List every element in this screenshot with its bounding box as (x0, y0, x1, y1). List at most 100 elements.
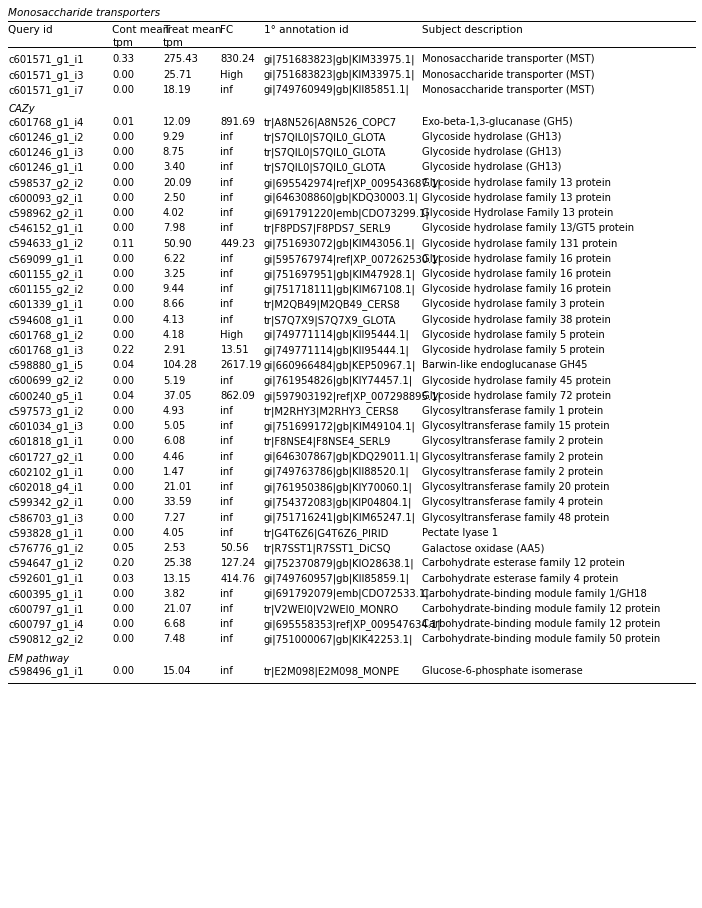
Text: inf: inf (220, 498, 233, 508)
Text: inf: inf (220, 223, 233, 233)
Text: Query id: Query id (8, 25, 53, 35)
Text: c592601_g1_i1: c592601_g1_i1 (8, 574, 84, 585)
Text: inf: inf (220, 451, 233, 461)
Text: 9.44: 9.44 (163, 284, 185, 294)
Text: Glycoside hydrolase family 38 protein: Glycoside hydrolase family 38 protein (422, 315, 611, 325)
Text: 2.91: 2.91 (163, 345, 185, 355)
Text: Pectate lyase 1: Pectate lyase 1 (422, 528, 498, 538)
Text: gi|660966484|gb|KEP50967.1|: gi|660966484|gb|KEP50967.1| (264, 360, 416, 370)
Text: 862.09: 862.09 (220, 390, 256, 400)
Text: c598962_g2_i1: c598962_g2_i1 (8, 208, 84, 219)
Text: Glycoside hydrolase family 13 protein: Glycoside hydrolase family 13 protein (422, 178, 611, 188)
Text: Glycoside hydrolase family 16 protein: Glycoside hydrolase family 16 protein (422, 253, 611, 264)
Text: inf: inf (220, 482, 233, 492)
Text: 0.00: 0.00 (112, 451, 134, 461)
Text: c576776_g1_i2: c576776_g1_i2 (8, 543, 84, 554)
Text: 0.00: 0.00 (112, 666, 134, 676)
Text: 15.04: 15.04 (163, 666, 192, 676)
Text: 0.00: 0.00 (112, 421, 134, 431)
Text: Glucose-6-phosphate isomerase: Glucose-6-phosphate isomerase (422, 666, 583, 676)
Text: c546152_g1_i1: c546152_g1_i1 (8, 223, 84, 234)
Text: 0.00: 0.00 (112, 482, 134, 492)
Text: inf: inf (220, 178, 233, 188)
Text: Monosaccharide transporter (MST): Monosaccharide transporter (MST) (422, 70, 595, 80)
Text: High: High (220, 330, 244, 340)
Text: c601768_g1_i4: c601768_g1_i4 (8, 117, 84, 128)
Text: 3.25: 3.25 (163, 269, 185, 279)
Text: Cont mean: Cont mean (112, 25, 170, 35)
Text: 7.27: 7.27 (163, 513, 185, 523)
Text: 0.00: 0.00 (112, 588, 134, 598)
Text: 25.71: 25.71 (163, 70, 192, 80)
Text: 0.00: 0.00 (112, 70, 134, 80)
Text: 0.00: 0.00 (112, 300, 134, 310)
Text: c601246_g1_i2: c601246_g1_i2 (8, 132, 84, 143)
Text: inf: inf (220, 619, 233, 629)
Text: gi|749760949|gb|KII85851.1|: gi|749760949|gb|KII85851.1| (264, 84, 410, 95)
Text: c590812_g2_i2: c590812_g2_i2 (8, 635, 84, 646)
Text: 4.13: 4.13 (163, 315, 185, 325)
Text: Carbohydrate esterase family 12 protein: Carbohydrate esterase family 12 protein (422, 558, 625, 568)
Text: gi|595767974|ref|XP_007262530.1|: gi|595767974|ref|XP_007262530.1| (264, 253, 442, 264)
Text: 449.23: 449.23 (220, 239, 256, 249)
Text: tr|V2WEI0|V2WEI0_MONRO: tr|V2WEI0|V2WEI0_MONRO (264, 604, 399, 615)
Text: gi|691792079|emb|CDO72533.1|: gi|691792079|emb|CDO72533.1| (264, 588, 430, 599)
Text: c598537_g2_i2: c598537_g2_i2 (8, 178, 84, 189)
Text: 6.08: 6.08 (163, 437, 185, 447)
Text: Monosaccharide transporter (MST): Monosaccharide transporter (MST) (422, 54, 595, 64)
Text: 0.05: 0.05 (112, 543, 135, 553)
Text: 4.18: 4.18 (163, 330, 185, 340)
Text: Glycoside hydrolase family 72 protein: Glycoside hydrolase family 72 protein (422, 390, 611, 400)
Text: Treat mean: Treat mean (163, 25, 221, 35)
Text: tr|E2M098|E2M098_MONPE: tr|E2M098|E2M098_MONPE (264, 666, 400, 677)
Text: tr|S7QIL0|S7QIL0_GLOTA: tr|S7QIL0|S7QIL0_GLOTA (264, 147, 387, 158)
Text: c601571_g1_i7: c601571_g1_i7 (8, 84, 84, 95)
Text: Glycoside hydrolase family 5 protein: Glycoside hydrolase family 5 protein (422, 330, 604, 340)
Text: c598496_g1_i1: c598496_g1_i1 (8, 666, 84, 677)
Text: Glycosyltransferase family 48 protein: Glycosyltransferase family 48 protein (422, 513, 609, 523)
Text: Barwin-like endoglucanase GH45: Barwin-like endoglucanase GH45 (422, 360, 588, 370)
Text: gi|646308860|gb|KDQ30003.1|: gi|646308860|gb|KDQ30003.1| (264, 192, 419, 203)
Text: inf: inf (220, 406, 233, 416)
Text: 0.00: 0.00 (112, 498, 134, 508)
Text: FC: FC (220, 25, 234, 35)
Text: 21.01: 21.01 (163, 482, 192, 492)
Text: High: High (220, 70, 244, 80)
Text: gi|751000067|gb|KIK42253.1|: gi|751000067|gb|KIK42253.1| (264, 635, 413, 645)
Text: 21.07: 21.07 (163, 604, 192, 614)
Text: gi|761954826|gb|KIY74457.1|: gi|761954826|gb|KIY74457.1| (264, 376, 413, 386)
Text: gi|749763786|gb|KII88520.1|: gi|749763786|gb|KII88520.1| (264, 467, 410, 478)
Text: 18.19: 18.19 (163, 84, 192, 94)
Text: c601034_g1_i3: c601034_g1_i3 (8, 421, 84, 432)
Text: Glycosyltransferase family 2 protein: Glycosyltransferase family 2 protein (422, 467, 603, 477)
Text: 33.59: 33.59 (163, 498, 192, 508)
Text: 4.46: 4.46 (163, 451, 185, 461)
Text: 0.00: 0.00 (112, 604, 134, 614)
Text: CAZy: CAZy (8, 104, 35, 114)
Text: 8.75: 8.75 (163, 147, 185, 157)
Text: inf: inf (220, 604, 233, 614)
Text: inf: inf (220, 437, 233, 447)
Text: Glycoside hydrolase family 16 protein: Glycoside hydrolase family 16 protein (422, 284, 611, 294)
Text: tpm: tpm (163, 38, 184, 48)
Text: 0.04: 0.04 (112, 360, 134, 370)
Text: 5.19: 5.19 (163, 376, 185, 386)
Text: gi|751693072|gb|KIM43056.1|: gi|751693072|gb|KIM43056.1| (264, 239, 416, 249)
Text: 13.51: 13.51 (220, 345, 249, 355)
Text: tr|F8NSE4|F8NSE4_SERL9: tr|F8NSE4|F8NSE4_SERL9 (264, 437, 392, 448)
Text: c594608_g1_i1: c594608_g1_i1 (8, 315, 84, 326)
Text: 20.09: 20.09 (163, 178, 192, 188)
Text: Subject description: Subject description (422, 25, 523, 35)
Text: tr|G4T6Z6|G4T6Z6_PIRID: tr|G4T6Z6|G4T6Z6_PIRID (264, 528, 390, 538)
Text: tr|M2RHY3|M2RHY3_CERS8: tr|M2RHY3|M2RHY3_CERS8 (264, 406, 399, 417)
Text: 8.66: 8.66 (163, 300, 185, 310)
Text: 0.00: 0.00 (112, 406, 134, 416)
Text: 50.56: 50.56 (220, 543, 249, 553)
Text: c601246_g1_i1: c601246_g1_i1 (8, 163, 84, 173)
Text: inf: inf (220, 192, 233, 202)
Text: 891.69: 891.69 (220, 117, 256, 127)
Text: 2617.19: 2617.19 (220, 360, 262, 370)
Text: Glycoside hydrolase family 13 protein: Glycoside hydrolase family 13 protein (422, 192, 611, 202)
Text: Glycoside hydrolase family 13/GT5 protein: Glycoside hydrolase family 13/GT5 protei… (422, 223, 634, 233)
Text: Glycoside hydrolase family 45 protein: Glycoside hydrolase family 45 protein (422, 376, 611, 386)
